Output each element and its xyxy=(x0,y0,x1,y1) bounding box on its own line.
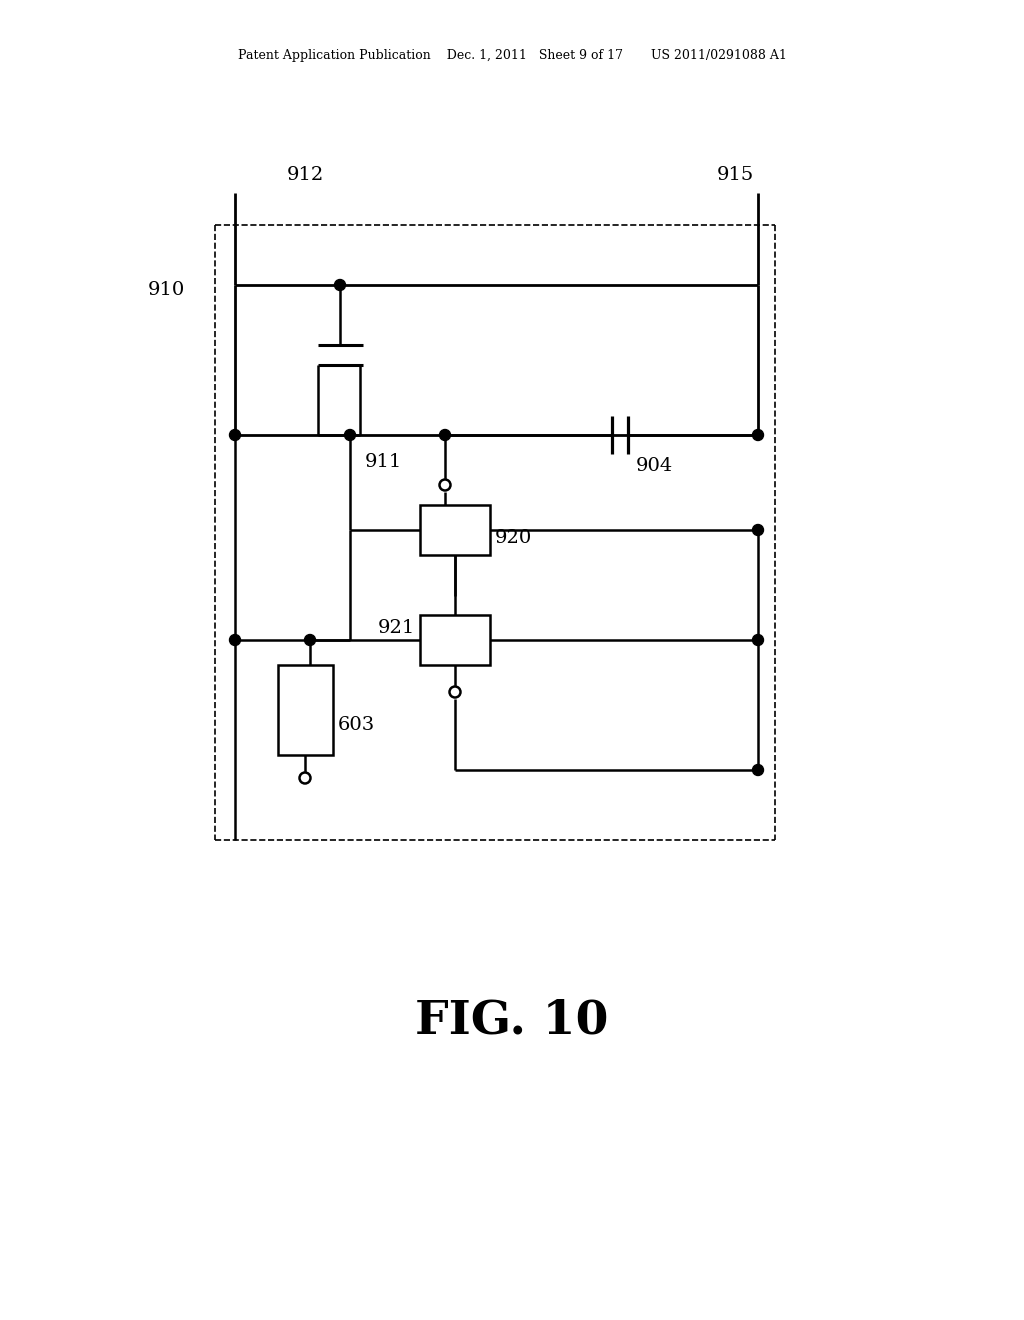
Text: 603: 603 xyxy=(338,715,375,734)
Circle shape xyxy=(450,686,461,697)
Bar xyxy=(420,506,490,554)
Text: 921: 921 xyxy=(378,619,415,638)
Circle shape xyxy=(753,429,764,441)
Circle shape xyxy=(753,524,764,536)
Text: 920: 920 xyxy=(495,529,532,546)
Text: 915: 915 xyxy=(717,166,754,183)
Circle shape xyxy=(299,772,310,784)
Circle shape xyxy=(335,280,345,290)
Text: 910: 910 xyxy=(147,281,185,300)
Circle shape xyxy=(753,635,764,645)
Circle shape xyxy=(439,429,451,441)
Circle shape xyxy=(753,764,764,776)
Text: 904: 904 xyxy=(636,457,673,475)
Bar xyxy=(278,665,333,755)
Text: 911: 911 xyxy=(365,453,402,471)
Text: Patent Application Publication    Dec. 1, 2011   Sheet 9 of 17       US 2011/029: Patent Application Publication Dec. 1, 2… xyxy=(238,49,786,62)
Bar xyxy=(420,615,490,665)
Circle shape xyxy=(304,635,315,645)
Circle shape xyxy=(229,635,241,645)
Circle shape xyxy=(229,429,241,441)
Circle shape xyxy=(439,479,451,491)
Text: 912: 912 xyxy=(287,166,324,183)
Text: FIG. 10: FIG. 10 xyxy=(416,997,608,1043)
Circle shape xyxy=(344,429,355,441)
